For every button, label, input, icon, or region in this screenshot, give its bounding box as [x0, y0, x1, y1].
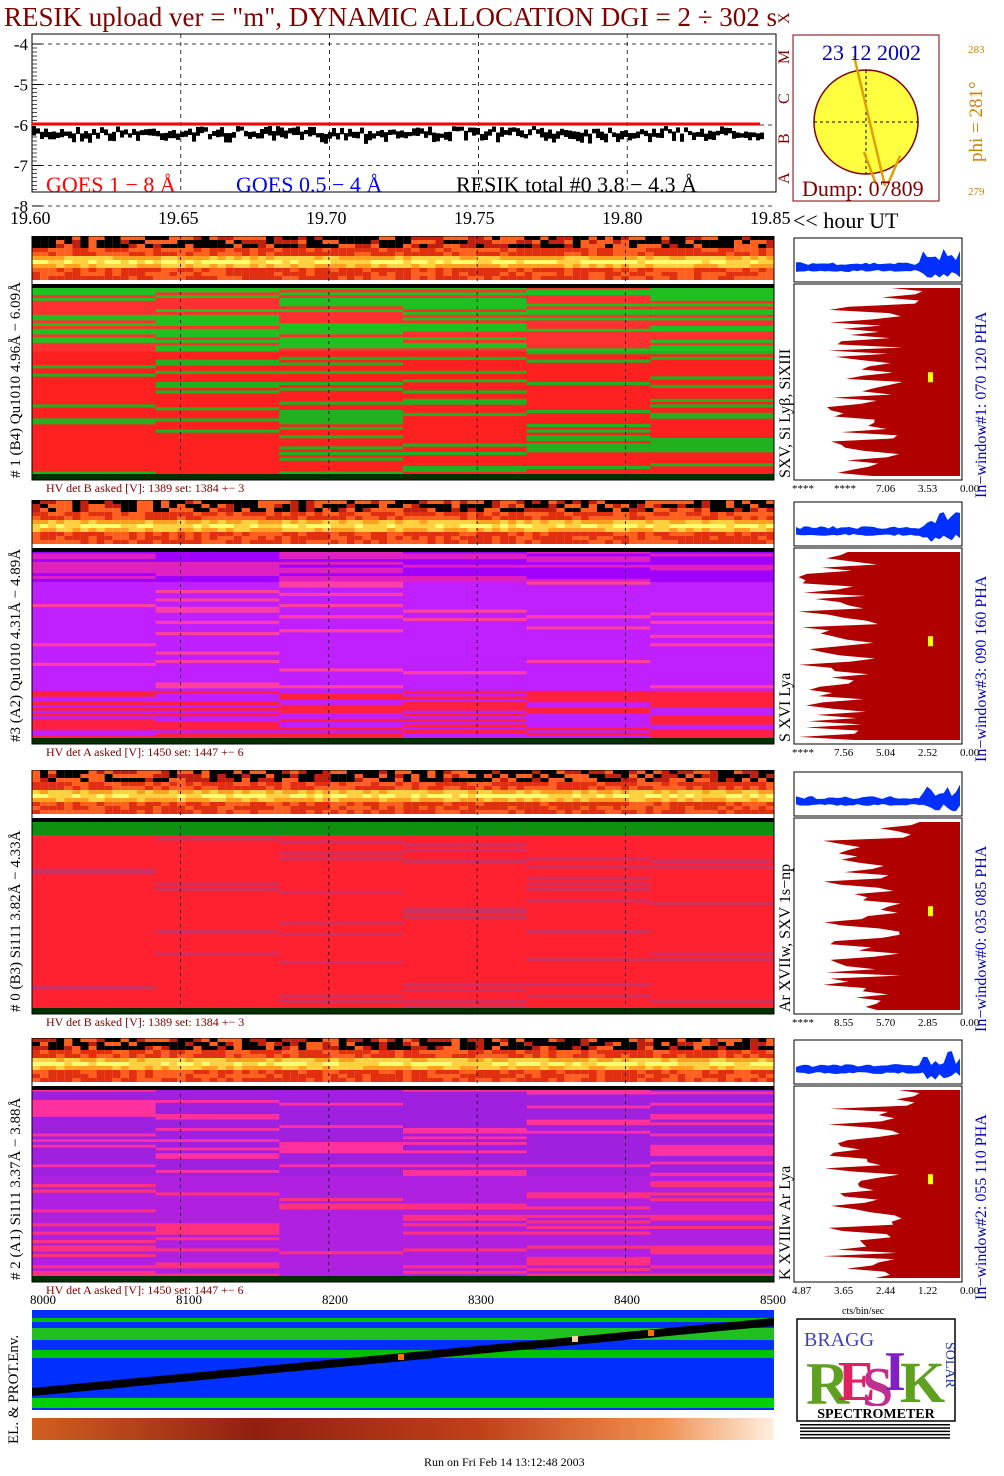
phi-upper: 283 — [968, 44, 985, 56]
logo-bottom-text: SPECTROMETER — [817, 1407, 935, 1422]
hv-readout: HV det B asked [V]: 1389 set: 1384 +− 3 — [46, 481, 244, 495]
environment-label: EL. & PROT.Env. — [6, 1334, 22, 1444]
hist-tick: 5.70 — [876, 1017, 896, 1029]
spectrum-profile — [798, 552, 960, 740]
in-window-label: In−window#3: 090 160 PHA — [973, 575, 990, 762]
resik-logo: R E S I K BRAGG SOLAR SPECTROMETER — [796, 1318, 957, 1439]
dump-number: Dump: 07809 — [802, 176, 924, 201]
time-axis-unit: << hour UT — [793, 208, 899, 233]
spectrum-profile — [827, 288, 960, 476]
spectrum-profile — [822, 1090, 960, 1278]
legend-resik-total: RESIK total #0 3.8 − 4.3 Å — [456, 172, 697, 197]
hist-tick: 8.55 — [834, 1017, 854, 1029]
channel-x-tick: 8300 — [468, 1292, 494, 1307]
spacecraft-track — [852, 55, 887, 187]
hist-tick: 3.53 — [918, 483, 938, 495]
logo-top-text: BRAGG — [804, 1329, 874, 1351]
logo-letter-k: K — [900, 1350, 945, 1415]
hist-tick: 2.44 — [876, 1285, 896, 1297]
goes-class-x: X — [776, 12, 793, 24]
pha-histogram — [796, 1051, 960, 1080]
hist-tick: **** — [792, 483, 814, 495]
pha-histogram — [796, 249, 960, 278]
channel-panel-3: HV det A asked [V]: 1450 set: 1447 +− 6 #… — [8, 1038, 990, 1300]
goes-y-tick: -7 — [14, 157, 29, 176]
channel-x-tick: 8100 — [176, 1292, 202, 1307]
time-tick: 19.85 — [750, 208, 791, 228]
hv-readout: HV det A asked [V]: 1450 set: 1447 +− 6 — [46, 1283, 244, 1297]
in-window-label: In−window#1: 070 120 PHA — [973, 311, 990, 498]
time-tick: 19.60 — [10, 208, 51, 228]
channel-lines: Ar XVIIw, SXV 1s−np — [777, 864, 794, 1012]
logo-letter-e: E — [838, 1351, 875, 1413]
channel-lines: SXV, Si Lyβ, SiXIII — [777, 349, 794, 478]
hist-tick: 7.56 — [834, 747, 854, 759]
channel-panel-1: HV det A asked [V]: 1450 set: 1447 +− 6 #… — [8, 500, 990, 762]
hist-tick: 2.52 — [918, 747, 937, 759]
hist-tick: 7.06 — [876, 483, 896, 495]
channel-label: # 1 (B4) Qu1010 4.96Å − 6.09Å — [8, 282, 24, 478]
summary-strip — [32, 1418, 774, 1440]
channel-x-tick: 8200 — [322, 1292, 348, 1307]
hist-unit: cts/bin/sec — [842, 1306, 885, 1317]
hist-tick: **** — [792, 747, 814, 759]
in-window-label: In−window#0: 035 085 PHA — [973, 845, 990, 1032]
legend-goes-05-4: GOES 0.5 − 4 Å — [236, 172, 383, 197]
channel-x-tick: 8500 — [760, 1292, 786, 1307]
time-tick: 19.80 — [602, 208, 643, 228]
legend-goes-1-8: GOES 1 − 8 Å — [46, 172, 176, 197]
hist-tick: 4.87 — [792, 1285, 812, 1297]
hist-tick: **** — [834, 483, 856, 495]
channel-label: #3 (A2) Qu1010 4.31Å − 4.89Å — [8, 549, 24, 742]
hist-tick: 0.00 — [960, 747, 980, 759]
channel-x-tick: 8400 — [614, 1292, 640, 1307]
hist-tick: **** — [792, 1017, 814, 1029]
phi-lower: 279 — [968, 186, 985, 198]
hv-readout: HV det B asked [V]: 1389 set: 1384 +− 3 — [46, 1015, 244, 1029]
pha-histogram — [796, 512, 960, 542]
spectrum-profile — [823, 822, 960, 1010]
logo-side-text: SOLAR — [942, 1342, 957, 1389]
channel-label: # 2 (A1) Si111 3.37Å − 3.88Å — [8, 1097, 24, 1280]
hist-tick: 2.85 — [918, 1017, 938, 1029]
channel-panel-0: HV det B asked [V]: 1389 set: 1384 +− 3 #… — [8, 236, 990, 498]
channel-lines: S XVI Lya — [777, 673, 794, 742]
goes-y-tick: -8 — [14, 197, 28, 216]
goes-y-tick: -4 — [14, 35, 29, 54]
hist-tick: 3.65 — [834, 1285, 854, 1297]
hist-tick: 5.04 — [876, 747, 896, 759]
pha-histogram — [796, 784, 960, 812]
environment-panel — [32, 1310, 774, 1410]
channel-lines: K XVIIIw Ar Lya — [777, 1166, 794, 1280]
channel-x-tick: 8000 — [30, 1292, 56, 1307]
hist-tick: 0.00 — [960, 1285, 980, 1297]
channel-panel-2: HV det B asked [V]: 1389 set: 1384 +− 3 #… — [8, 770, 990, 1032]
phi-angle: phi = 281° — [966, 81, 987, 162]
run-timestamp: Run on Fri Feb 14 13:12:48 2003 — [424, 1455, 585, 1469]
time-tick: 19.65 — [158, 208, 199, 228]
goes-y-tick: -5 — [14, 76, 28, 95]
time-tick: 19.75 — [454, 208, 495, 228]
time-tick: 19.70 — [306, 208, 347, 228]
page-title: RESIK upload ver = "m", DYNAMIC ALLOCATI… — [4, 2, 778, 32]
hv-readout: HV det A asked [V]: 1450 set: 1447 +− 6 — [46, 745, 244, 759]
sun-disc-panel — [792, 34, 940, 202]
goes-lightcurve: -4 -5 -6 -7 -8 — [14, 33, 777, 216]
in-window-label: In−window#2: 055 110 PHA — [973, 1114, 990, 1300]
observation-date: 23 12 2002 — [822, 40, 921, 65]
logo-letter-i: I — [884, 1341, 906, 1403]
hist-tick: 0.00 — [960, 1017, 980, 1029]
hist-tick: 0.00 — [960, 483, 980, 495]
hist-tick: 1.22 — [918, 1285, 937, 1297]
goes-y-tick: -6 — [14, 116, 28, 135]
channel-label: # 0 (B3) Si111 3.82Å − 4.33Å — [8, 830, 24, 1012]
